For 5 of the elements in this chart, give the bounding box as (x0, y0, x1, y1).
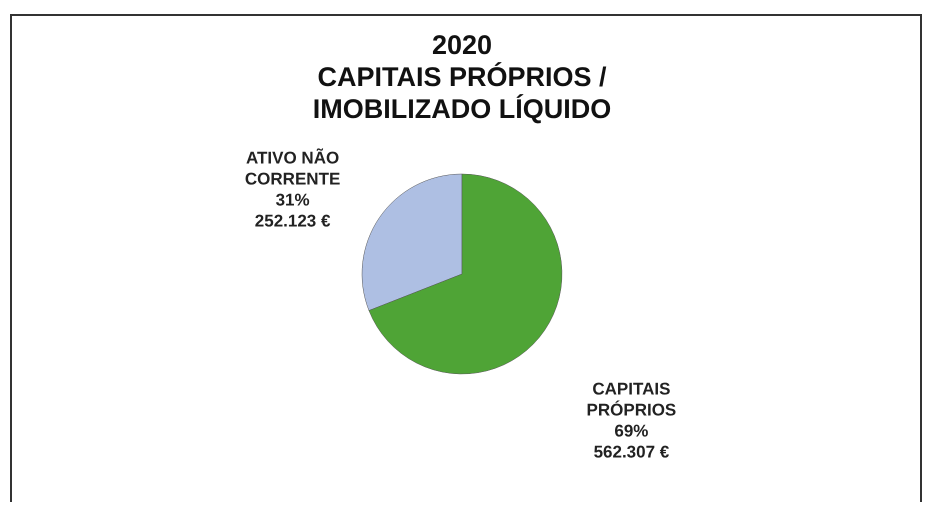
slice-label: CAPITAIS PRÓPRIOS (586, 379, 676, 420)
data-label: 31% 252.123 € (254, 190, 331, 231)
chart-title: 2020 CAPITAIS PRÓPRIOS / IMOBILIZADO LÍQUIDO (312, 30, 612, 124)
slice-label: ATIVO NÃO CORRENTE (244, 148, 340, 189)
data-label: 69% 562.307 € (594, 421, 670, 462)
